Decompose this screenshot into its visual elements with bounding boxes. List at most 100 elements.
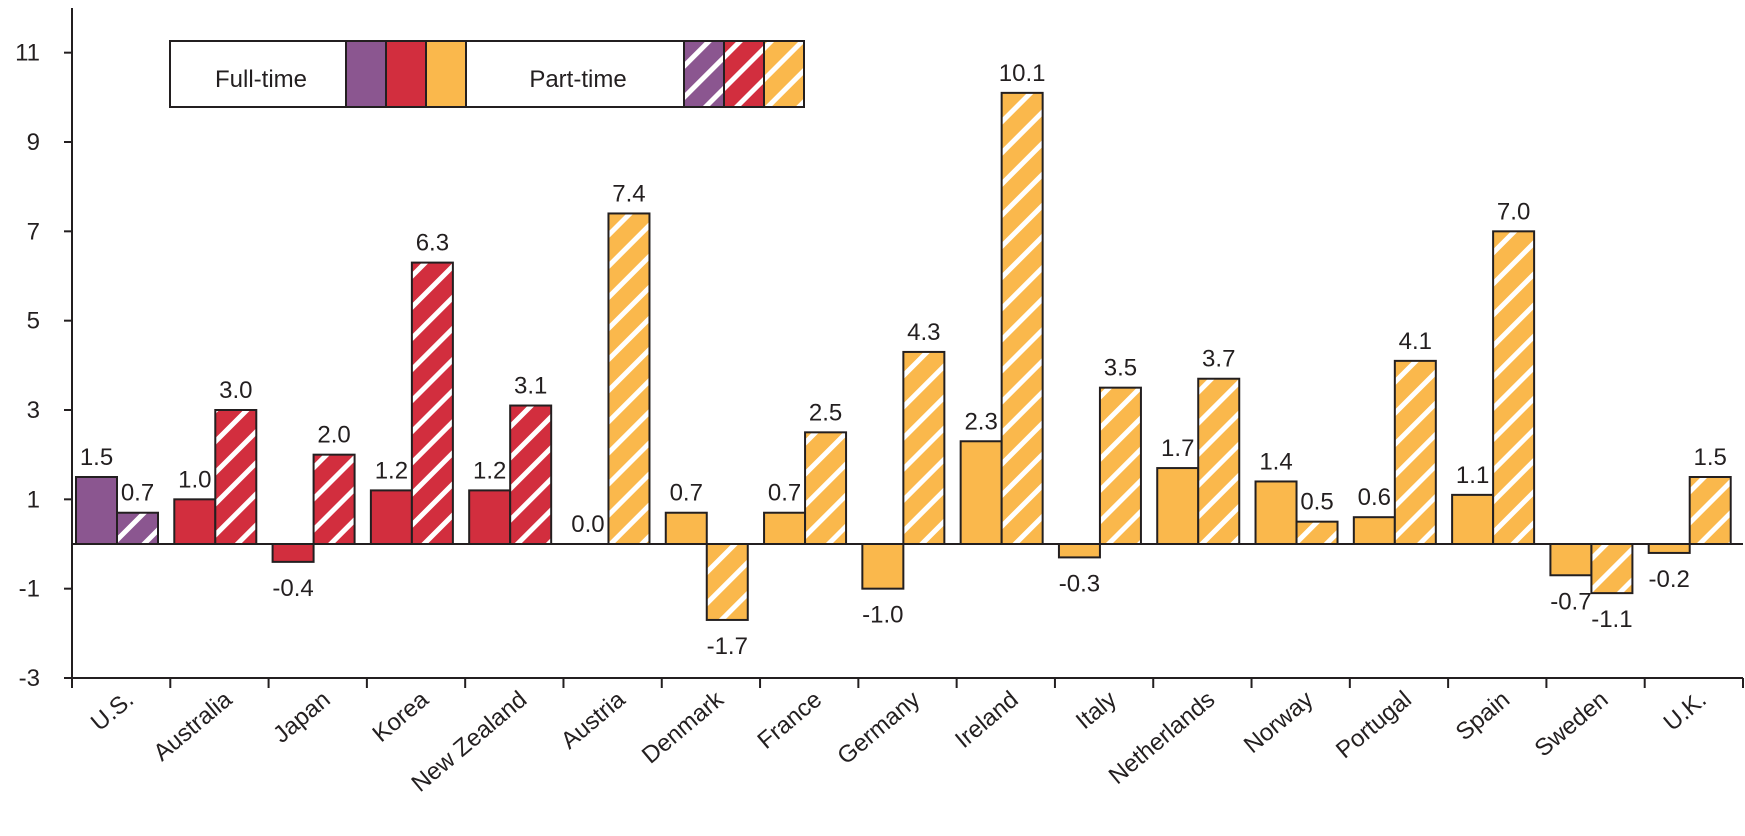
data-label: 3.5 [1104,355,1137,382]
bar-full-time [173,498,217,546]
data-label: 1.1 [1456,462,1489,489]
y-tick-label: 9 [27,129,40,156]
bar-full-time [369,489,413,545]
x-tick-label: Korea [367,685,434,747]
legend-full-time-label: Full-time [215,66,307,93]
data-label: 2.5 [809,399,842,426]
x-tick-label: Ireland [950,686,1024,754]
x-tick-label: Australia [148,685,237,766]
bar-part-time [902,350,946,545]
data-label: 0.5 [1300,489,1333,516]
bar-part-time [1295,520,1339,546]
bar-part-time [116,511,159,546]
data-label: 1.7 [1161,435,1194,462]
data-label: -1.1 [1591,606,1632,633]
data-label: 7.0 [1497,198,1530,225]
x-tick-label: U.K. [1659,686,1712,737]
x-tick-label: Denmark [637,685,730,769]
x-tick-label: Germany [832,686,925,770]
y-tick-label: -1 [19,576,40,603]
data-label: -1.0 [862,602,903,629]
bar-part-time [1197,377,1241,545]
bar-part-time [410,261,454,545]
bar-part-time [705,543,749,621]
bar-full-time [959,440,1003,545]
bar-full-time [468,489,512,545]
legend-swatch-part-us [683,40,725,108]
data-label: 3.0 [219,377,252,404]
bar-part-time [214,409,258,545]
legend-swatch-full-us [345,40,387,108]
bar-part-time [312,453,356,545]
legend-swatch-part-europe [763,40,805,108]
data-label: 1.0 [178,466,211,493]
data-labels: 1.5 0.7 1.0 3.0 -0.4 2.0 1.2 6.3 1.2 3.1 0.0 7.4 0.7… [80,60,1727,660]
x-tick-label: Portugal [1331,686,1417,764]
x-tick-label: Netherlands [1104,686,1220,790]
x-tick-label: France [752,686,827,755]
data-label: 0.7 [121,480,154,507]
x-tick-label: U.S. [86,686,139,737]
bar-part-time [1492,230,1536,545]
bar-full-time [664,511,708,546]
bar-full-time [1647,543,1691,554]
bar-full-time [1156,467,1200,546]
legend-swatch-part-non-europe [723,40,765,108]
legend-part-time-label: Part-time [529,66,626,93]
y-tick-label: 11 [15,40,40,67]
x-tick-label: Austria [556,685,631,754]
data-label: -1.7 [707,633,748,660]
y-tick-label: 5 [27,308,40,335]
data-label: 0.0 [571,511,604,538]
x-tick-label: Spain [1451,686,1515,746]
bar-part-time [1590,543,1634,595]
data-label: 0.7 [670,480,703,507]
data-label: -0.3 [1059,570,1100,597]
bar-part-time [1393,359,1437,545]
data-label: 6.3 [416,230,449,257]
y-tick-label: 7 [27,218,40,245]
data-label: 3.1 [514,373,547,400]
bar-full-time [1352,516,1396,546]
data-label: 3.7 [1202,346,1235,373]
data-label: 0.7 [768,480,801,507]
data-label: -0.4 [272,575,313,602]
data-label: 1.4 [1259,448,1292,475]
data-label: 1.5 [80,444,113,471]
bar-full-time [271,543,315,563]
bar-part-time [1000,91,1044,545]
bar-full-time [1254,480,1298,546]
data-label: 2.3 [964,408,997,435]
legend-swatch-full-non-europe [385,40,427,108]
x-tick-label: Sweden [1530,686,1614,762]
bar-part-time [1688,476,1732,545]
data-label: 7.4 [612,180,645,207]
y-tick-label: 3 [27,397,40,424]
bar-full-time [1057,543,1101,559]
bar-part-time [1098,386,1142,545]
data-label: 4.3 [907,319,940,346]
data-label: 1.2 [473,457,506,484]
bar-part-time [607,212,651,545]
data-label: 1.2 [375,457,408,484]
bar-full-time [1451,493,1495,546]
data-label: 10.1 [999,60,1046,87]
legend: Full-time Part-time [169,40,805,108]
bar-full-time [763,511,807,546]
data-label: 0.6 [1358,484,1391,511]
bars [75,91,1732,621]
x-tick-label: Norway [1239,686,1319,759]
data-label: -0.2 [1649,566,1690,593]
data-label: 4.1 [1399,328,1432,355]
bar-full-time [861,543,905,590]
y-tick-label: -3 [19,665,40,692]
bar-full-time [75,476,118,545]
data-label: 1.5 [1694,444,1727,471]
bar-part-time [804,431,848,546]
bar-full-time [1549,543,1593,577]
y-tick-label: 1 [27,486,40,513]
legend-swatch-full-europe [425,40,467,108]
